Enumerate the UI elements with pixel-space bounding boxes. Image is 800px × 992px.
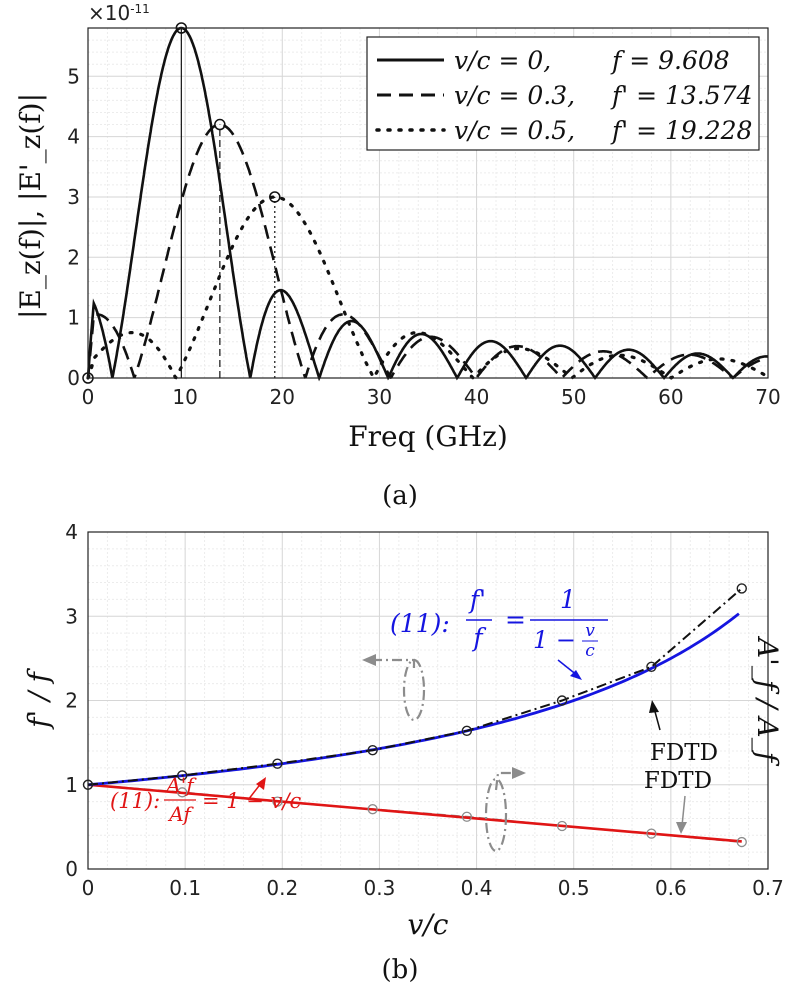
- chart-a-series-2-line: [86, 123, 768, 380]
- chart-b-theory-amplitude-line: [87, 783, 742, 843]
- left-axis-marker-line: [372, 658, 416, 668]
- chart-b-fdtd-amplitude-point: [367, 804, 378, 815]
- blue-formula-rhs-den-start: 1 −: [533, 626, 576, 654]
- blue-formula-rhs-den-c: c: [585, 641, 595, 661]
- chart-b-fdtd-frequency-point: [646, 661, 657, 672]
- blue-formula-rhs-den-v: v: [585, 621, 595, 641]
- chart-b-xlabel: v/c: [408, 908, 449, 941]
- blue-formula-rhs-num: 1: [560, 585, 576, 614]
- red-formula-lhs-num: A'f: [164, 773, 197, 797]
- chart-a-peak-marker: [269, 191, 281, 203]
- chart-a-ytick-label: 3: [67, 185, 80, 209]
- chart-a-xtick-label: 40: [464, 385, 489, 409]
- fdtd-label-gray: FDTD: [644, 768, 712, 794]
- chart-a: 0 10 20 30 40 50 60 70 0 1 2 3 4 5 ×10-11 |E_z(f)|, |…: [14, 1, 781, 511]
- chart-a-exponent: ×10-11: [88, 1, 150, 25]
- fdtd-label-black: FDTD: [650, 740, 718, 766]
- blue-arrow-head: [570, 670, 582, 680]
- chart-b-ticks: 0 0.1 0.2 0.3 0.4 0.5 0.6 0.7 0 1 2 3 4: [65, 520, 784, 900]
- right-axis-ellipse: [484, 777, 508, 853]
- blue-formula-equals: =: [505, 605, 526, 634]
- blue-formula: (11): f' f = 1 1 − v c: [390, 585, 608, 661]
- red-formula-rhs: = 1 − v/c: [202, 789, 302, 813]
- chart-a-legend: v/c = 0, f = 9.608 v/c = 0.3, f' = 13.57…: [366, 36, 760, 151]
- chart-b-xtick-label: 0.4: [461, 876, 493, 900]
- chart-b-ytick-label: 3: [65, 604, 78, 628]
- left-axis-ellipse: [402, 658, 426, 722]
- chart-a-caption: (a): [382, 481, 418, 511]
- chart-b-fdtd-frequency-line: [87, 587, 743, 786]
- chart-b-xtick-label: 0.3: [364, 876, 396, 900]
- chart-b-ytick-label: 1: [65, 773, 78, 797]
- chart-a-ytick-label: 4: [67, 125, 80, 149]
- red-arrow-head: [256, 777, 266, 790]
- fdtd-gray-arrow-shaft: [681, 795, 686, 827]
- chart-b-fdtd-amplitude-point: [461, 811, 473, 822]
- chart-b-frame: [87, 531, 769, 870]
- chart-b-ytick-label: 0: [65, 857, 78, 881]
- chart-b-series: [82, 583, 747, 848]
- right-axis-marker-arrowhead: [512, 767, 526, 779]
- chart-b-ytick-label: 2: [65, 689, 78, 713]
- chart-a-xtick-label: 50: [561, 385, 586, 409]
- chart-b-xtick-label: 0.6: [655, 876, 687, 900]
- chart-b-xtick-label: 0.7: [752, 876, 784, 900]
- chart-b-fdtd-amplitude-point: [177, 787, 188, 798]
- chart-b-fdtd-amplitude-point: [646, 828, 657, 839]
- chart-b-fdtd-amplitude-point: [556, 820, 568, 832]
- chart-b-fdtd-frequency-point: [367, 745, 378, 756]
- chart-a-series-3-line: [86, 195, 770, 380]
- chart-b-fdtd-frequency-point: [272, 758, 283, 769]
- legend-entry-1-lhs: v/c = 0,: [454, 46, 551, 75]
- fdtd-gray-arrow-head: [676, 822, 687, 834]
- chart-b-xtick-label: 0.1: [169, 876, 201, 900]
- chart-a-xtick-label: 60: [658, 385, 683, 409]
- chart-a-ytick-label: 2: [67, 245, 80, 269]
- chart-a-xtick-label: 10: [172, 385, 197, 409]
- chart-b-fdtd-frequency-point: [177, 770, 188, 781]
- chart-b-ytick-label: 4: [65, 520, 78, 544]
- red-formula-lhs-den: Af: [167, 802, 194, 826]
- chart-b-fdtd-frequency-point: [461, 725, 473, 737]
- chart-a-xtick-label: 20: [270, 385, 295, 409]
- left-axis-marker-arrowhead: [362, 654, 376, 666]
- chart-b-fdtd-amplitude-point: [272, 796, 283, 807]
- chart-b-ylabel-left: f' / f: [22, 668, 55, 730]
- right-axis-marker-line: [494, 771, 514, 791]
- red-formula: (11): A'f Af = 1 − v/c: [110, 773, 302, 826]
- chart-a-xtick-label: 0: [82, 385, 95, 409]
- blue-formula-lhs-num: f': [468, 585, 486, 614]
- chart-a-xtick-label: 70: [755, 385, 780, 409]
- blue-formula-lhs-den: f: [471, 623, 486, 652]
- chart-a-ytick-label: 5: [67, 64, 80, 88]
- fdtd-black-arrow-head: [649, 700, 659, 713]
- blue-formula-prefix: (11):: [390, 609, 450, 638]
- chart-a-ytick-label: 1: [67, 306, 80, 330]
- legend-entry-3-rhs: f' = 19.228: [610, 116, 752, 145]
- chart-a-xtick-label: 30: [367, 385, 392, 409]
- chart-b-fdtd-frequency-point: [556, 695, 568, 706]
- legend-entry-2-lhs: v/c = 0.3,: [454, 81, 575, 110]
- red-formula-prefix: (11):: [110, 789, 160, 813]
- chart-a-ticks: 0 10 20 30 40 50 60 70 0 1 2 3 4 5: [67, 64, 780, 409]
- chart-b-fdtd-amplitude-point: [736, 836, 747, 848]
- chart-b-caption: (b): [382, 955, 419, 985]
- chart-b-xtick-label: 0.5: [558, 876, 590, 900]
- chart-b-xtick-label: 0.2: [266, 876, 298, 900]
- legend-entry-1-rhs: f = 9.608: [610, 46, 730, 75]
- legend-entry-2-rhs: f' = 13.574: [610, 81, 752, 110]
- chart-b: 0 0.1 0.2 0.3 0.4 0.5 0.6 0.7 0 1 2 3 4 f' / f A'_f …: [22, 520, 784, 985]
- legend-entry-3-lhs: v/c = 0.5,: [454, 116, 575, 145]
- chart-b-xtick-label: 0: [82, 876, 95, 900]
- chart-a-frame: [87, 27, 769, 379]
- left-axis-marker: [372, 658, 426, 722]
- chart-a-xlabel: Freq (GHz): [348, 420, 508, 453]
- chart-a-peak-marker: [214, 118, 226, 131]
- chart-b-fdtd-frequency-point: [736, 583, 747, 594]
- chart-a-ytick-label: 0: [67, 366, 80, 390]
- chart-a-ylabel: |E_z(f)|, |E'_z(f)|: [14, 93, 47, 319]
- right-axis-marker: [484, 771, 514, 853]
- chart-b-ylabel-right: A'_f / A_f: [751, 635, 784, 767]
